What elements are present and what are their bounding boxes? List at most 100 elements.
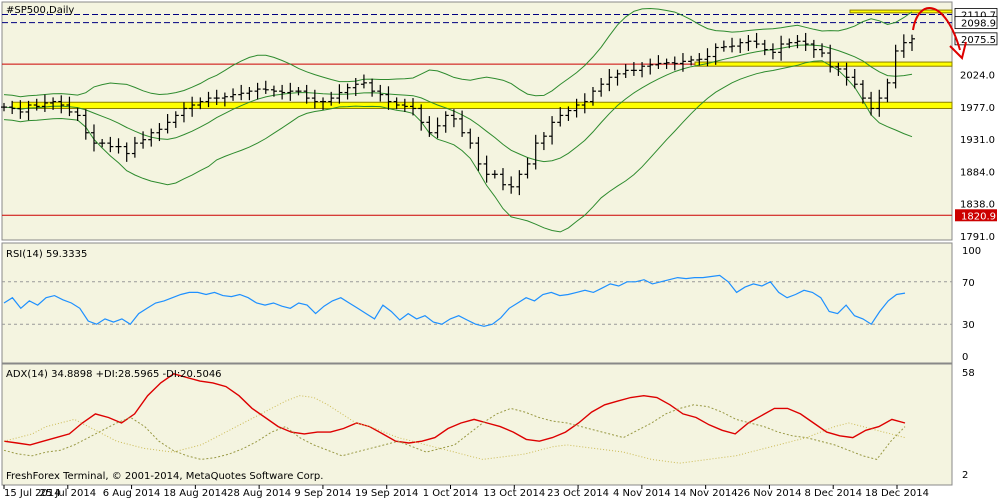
price-bar: [589, 87, 596, 106]
price-bar: [369, 78, 376, 97]
price-bar: [246, 87, 253, 101]
price-bar: [90, 124, 97, 152]
price-bar: [540, 132, 547, 151]
price-bar: [50, 97, 57, 110]
price-bar: [393, 97, 400, 110]
price-bar: [753, 32, 760, 49]
rsi-tick-label: 70: [962, 278, 975, 289]
x-tick-label: 19 Sep 2014: [355, 488, 418, 499]
price-bar: [262, 80, 269, 94]
price-bar: [549, 116, 556, 145]
price-bar: [344, 83, 351, 100]
price-bar: [679, 53, 686, 72]
price-bar: [729, 37, 736, 53]
price-bar: [835, 62, 842, 76]
price-bar: [639, 62, 646, 78]
x-tick-label: 14 Nov 2014: [674, 488, 738, 499]
x-tick-label: 28 Aug 2014: [227, 488, 291, 499]
price-bar: [573, 98, 580, 118]
price-bar: [745, 35, 752, 51]
price-bar: [328, 91, 335, 106]
price-bar: [491, 170, 498, 179]
price-bar: [663, 58, 670, 69]
x-tick-label: 13 Oct 2014: [483, 488, 545, 499]
price-bar: [164, 114, 171, 134]
support-band: [11, 101, 953, 109]
price-bar: [180, 102, 187, 123]
x-tick-label: 6 Aug 2014: [103, 488, 161, 499]
price-bar: [336, 84, 343, 104]
x-tick-label: 4 Nov 2014: [613, 488, 671, 499]
price-bar: [197, 97, 204, 110]
price-bar: [524, 157, 531, 179]
y-tick-label: 1977.0: [960, 103, 995, 114]
price-bar: [819, 43, 826, 58]
adx-tick-label: 2: [962, 470, 968, 481]
price-bar: [82, 109, 89, 140]
adx-axis: 58 2: [962, 368, 975, 481]
arrow-curve: [912, 7, 961, 51]
price-bar: [270, 85, 277, 97]
price-bar: [827, 44, 834, 73]
top-band: [849, 9, 953, 14]
price-bar: [655, 55, 662, 69]
price-bar: [909, 34, 915, 51]
x-tick-label: 18 Aug 2014: [163, 488, 227, 499]
rsi-tick-label: 100: [962, 246, 981, 257]
adx-tick-label: 58: [962, 368, 975, 379]
y-tick-label: 1791.0: [960, 232, 995, 243]
x-tick-label: 23 Oct 2014: [547, 488, 609, 499]
adx-series: [3, 373, 906, 446]
price-bar: [876, 89, 883, 117]
price-bar: [205, 91, 212, 108]
footer-copyright: FreshForex Terminal, © 2001-2014, MetaQu…: [6, 471, 323, 482]
price-bar: [377, 84, 384, 102]
price-bar: [532, 134, 539, 170]
price-bar: [499, 168, 506, 191]
price-bar: [131, 136, 138, 158]
main-title: #SP500,Daily: [6, 5, 74, 16]
price-bar: [33, 98, 40, 111]
price-bar: [410, 98, 417, 116]
price-bar: [843, 62, 850, 86]
adx-panel: ADX(14) 34.8898 +DI:28.5965 -DI:20.5046 …: [1, 363, 975, 486]
price-bar: [189, 96, 196, 117]
forecast-arrow: [912, 7, 967, 60]
price-bar: [221, 92, 228, 107]
y-tick-label: 1838.0: [960, 199, 995, 210]
price-bar: [688, 55, 695, 66]
x-tick-label: 1 Oct 2014: [423, 488, 478, 499]
price-bar: [598, 77, 605, 97]
x-tick-label: 18 Dec 2014: [865, 488, 929, 499]
bollinger-upper: [3, 7, 913, 98]
price-bar: [148, 128, 155, 147]
di-plus-series: [3, 404, 906, 460]
price-bar: [385, 86, 392, 110]
x-tick-label: 8 Dec 2014: [804, 488, 862, 499]
price-bar: [450, 109, 457, 128]
price-bar: [442, 111, 449, 133]
price-bar: [352, 77, 359, 97]
price-bar: [794, 35, 801, 49]
price-bar: [786, 38, 793, 49]
price-bar: [859, 80, 866, 104]
price-bar: [459, 110, 466, 137]
price-bar: [238, 84, 245, 101]
price-bar: [851, 68, 858, 89]
rsi-panel: RSI(14) 59.3335 100 70 30 0: [1, 242, 981, 364]
price-bar: [17, 100, 24, 119]
bollinger-lower: [3, 60, 913, 233]
price-bar: [884, 78, 891, 103]
price-bar: [720, 40, 727, 52]
arrow-head: [949, 41, 967, 60]
price-bar: [140, 131, 147, 149]
price-bar: [868, 91, 875, 116]
price-bar: [761, 39, 768, 56]
price-bar: [630, 62, 637, 76]
price-bar: [213, 89, 220, 106]
x-tick-label: 25 Jul 2014: [39, 488, 96, 499]
